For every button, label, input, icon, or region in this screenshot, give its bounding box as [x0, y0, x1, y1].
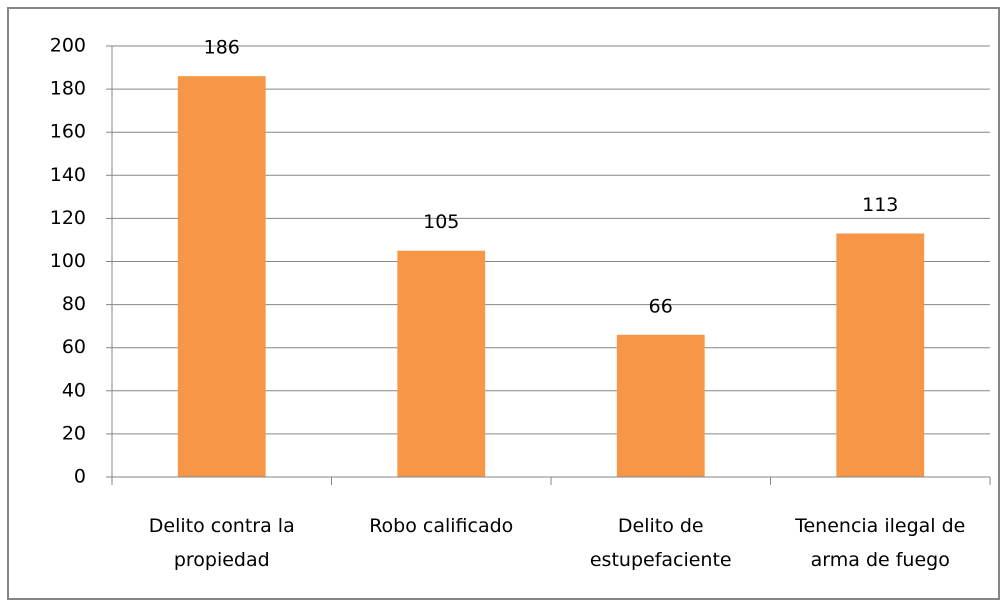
x-tick-label: Tenencia ilegal de arma de fuego: [795, 515, 966, 571]
x-tick-label: Delito de estupefaciente: [589, 515, 732, 571]
x-tick-label: Delito contra la propiedad: [148, 515, 295, 571]
y-tick-label: 140: [50, 164, 86, 186]
x-tick-label: Robo calificado: [369, 515, 514, 537]
chart-border: [7, 7, 1000, 600]
y-tick-label: 100: [50, 250, 86, 272]
bar: [616, 334, 705, 477]
bar: [177, 76, 266, 478]
y-tick-label: 120: [50, 207, 86, 229]
y-tick-label: 40: [62, 379, 86, 401]
bar: [397, 250, 486, 477]
data-label: 105: [423, 211, 459, 233]
y-tick-label: 200: [50, 35, 86, 57]
data-label: 113: [862, 194, 898, 216]
y-tick-label: 60: [62, 336, 86, 358]
y-tick-label: 160: [50, 121, 86, 143]
y-tick-label: 80: [62, 293, 86, 315]
y-tick-label: 180: [50, 78, 86, 100]
data-label: 66: [649, 295, 673, 317]
y-tick-label: 0: [74, 466, 86, 488]
y-tick-label: 20: [62, 422, 86, 444]
bar: [836, 233, 925, 477]
data-label: 186: [204, 37, 240, 59]
